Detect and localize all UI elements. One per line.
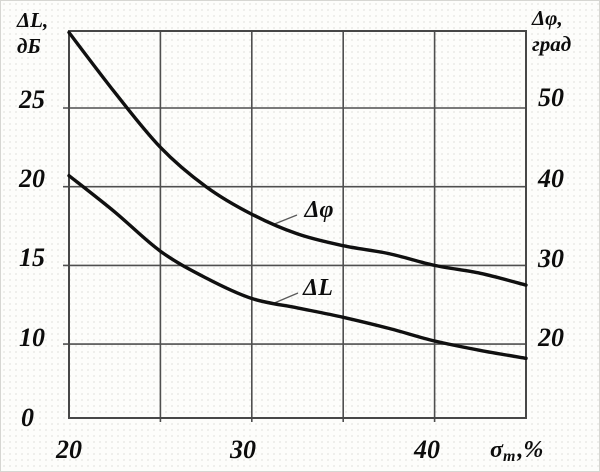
y-right-axis-title: Δφ, град [532,5,571,57]
delta-phi-curve-label: Δφ [304,197,334,223]
plot-border [68,30,527,419]
delta-L-curve-label: ΔL [303,275,333,301]
y-right-axis-title-line1: Δφ, [532,6,563,30]
y-right-tick-20: 20 [538,323,564,352]
x-axis-symbol: σm,% [490,437,544,465]
x-tick-30: 30 [230,435,256,464]
gridlines [63,31,526,422]
y-right-tick-50: 50 [538,83,564,112]
y-right-tick-30: 30 [538,244,564,273]
delta-phi-curve [67,30,528,287]
delta-L-curve [67,173,528,360]
y-left-tick-25: 25 [19,85,45,114]
y-left-tick-0: 0 [21,403,34,432]
y-left-tick-20: 20 [19,164,45,193]
curves [67,30,528,360]
x-axis-unit: ,% [517,437,544,463]
y-left-axis-title-line2: дБ [17,34,41,58]
x-tick-20: 20 [56,435,82,464]
L-leader-line [271,292,299,305]
x-tick-40: 40 [414,435,440,464]
sigma-symbol: σ [490,437,503,463]
y-left-axis-title-line1: ΔL, [17,8,49,32]
y-left-tick-10: 10 [19,323,45,352]
y-left-axis-title: ΔL, дБ [17,7,48,59]
y-right-tick-40: 40 [538,164,564,193]
phi-leader-line [271,214,298,226]
sigma-subscript: m [502,448,516,465]
y-right-axis-title-line2: град [532,32,572,56]
y-left-tick-15: 15 [19,243,45,272]
